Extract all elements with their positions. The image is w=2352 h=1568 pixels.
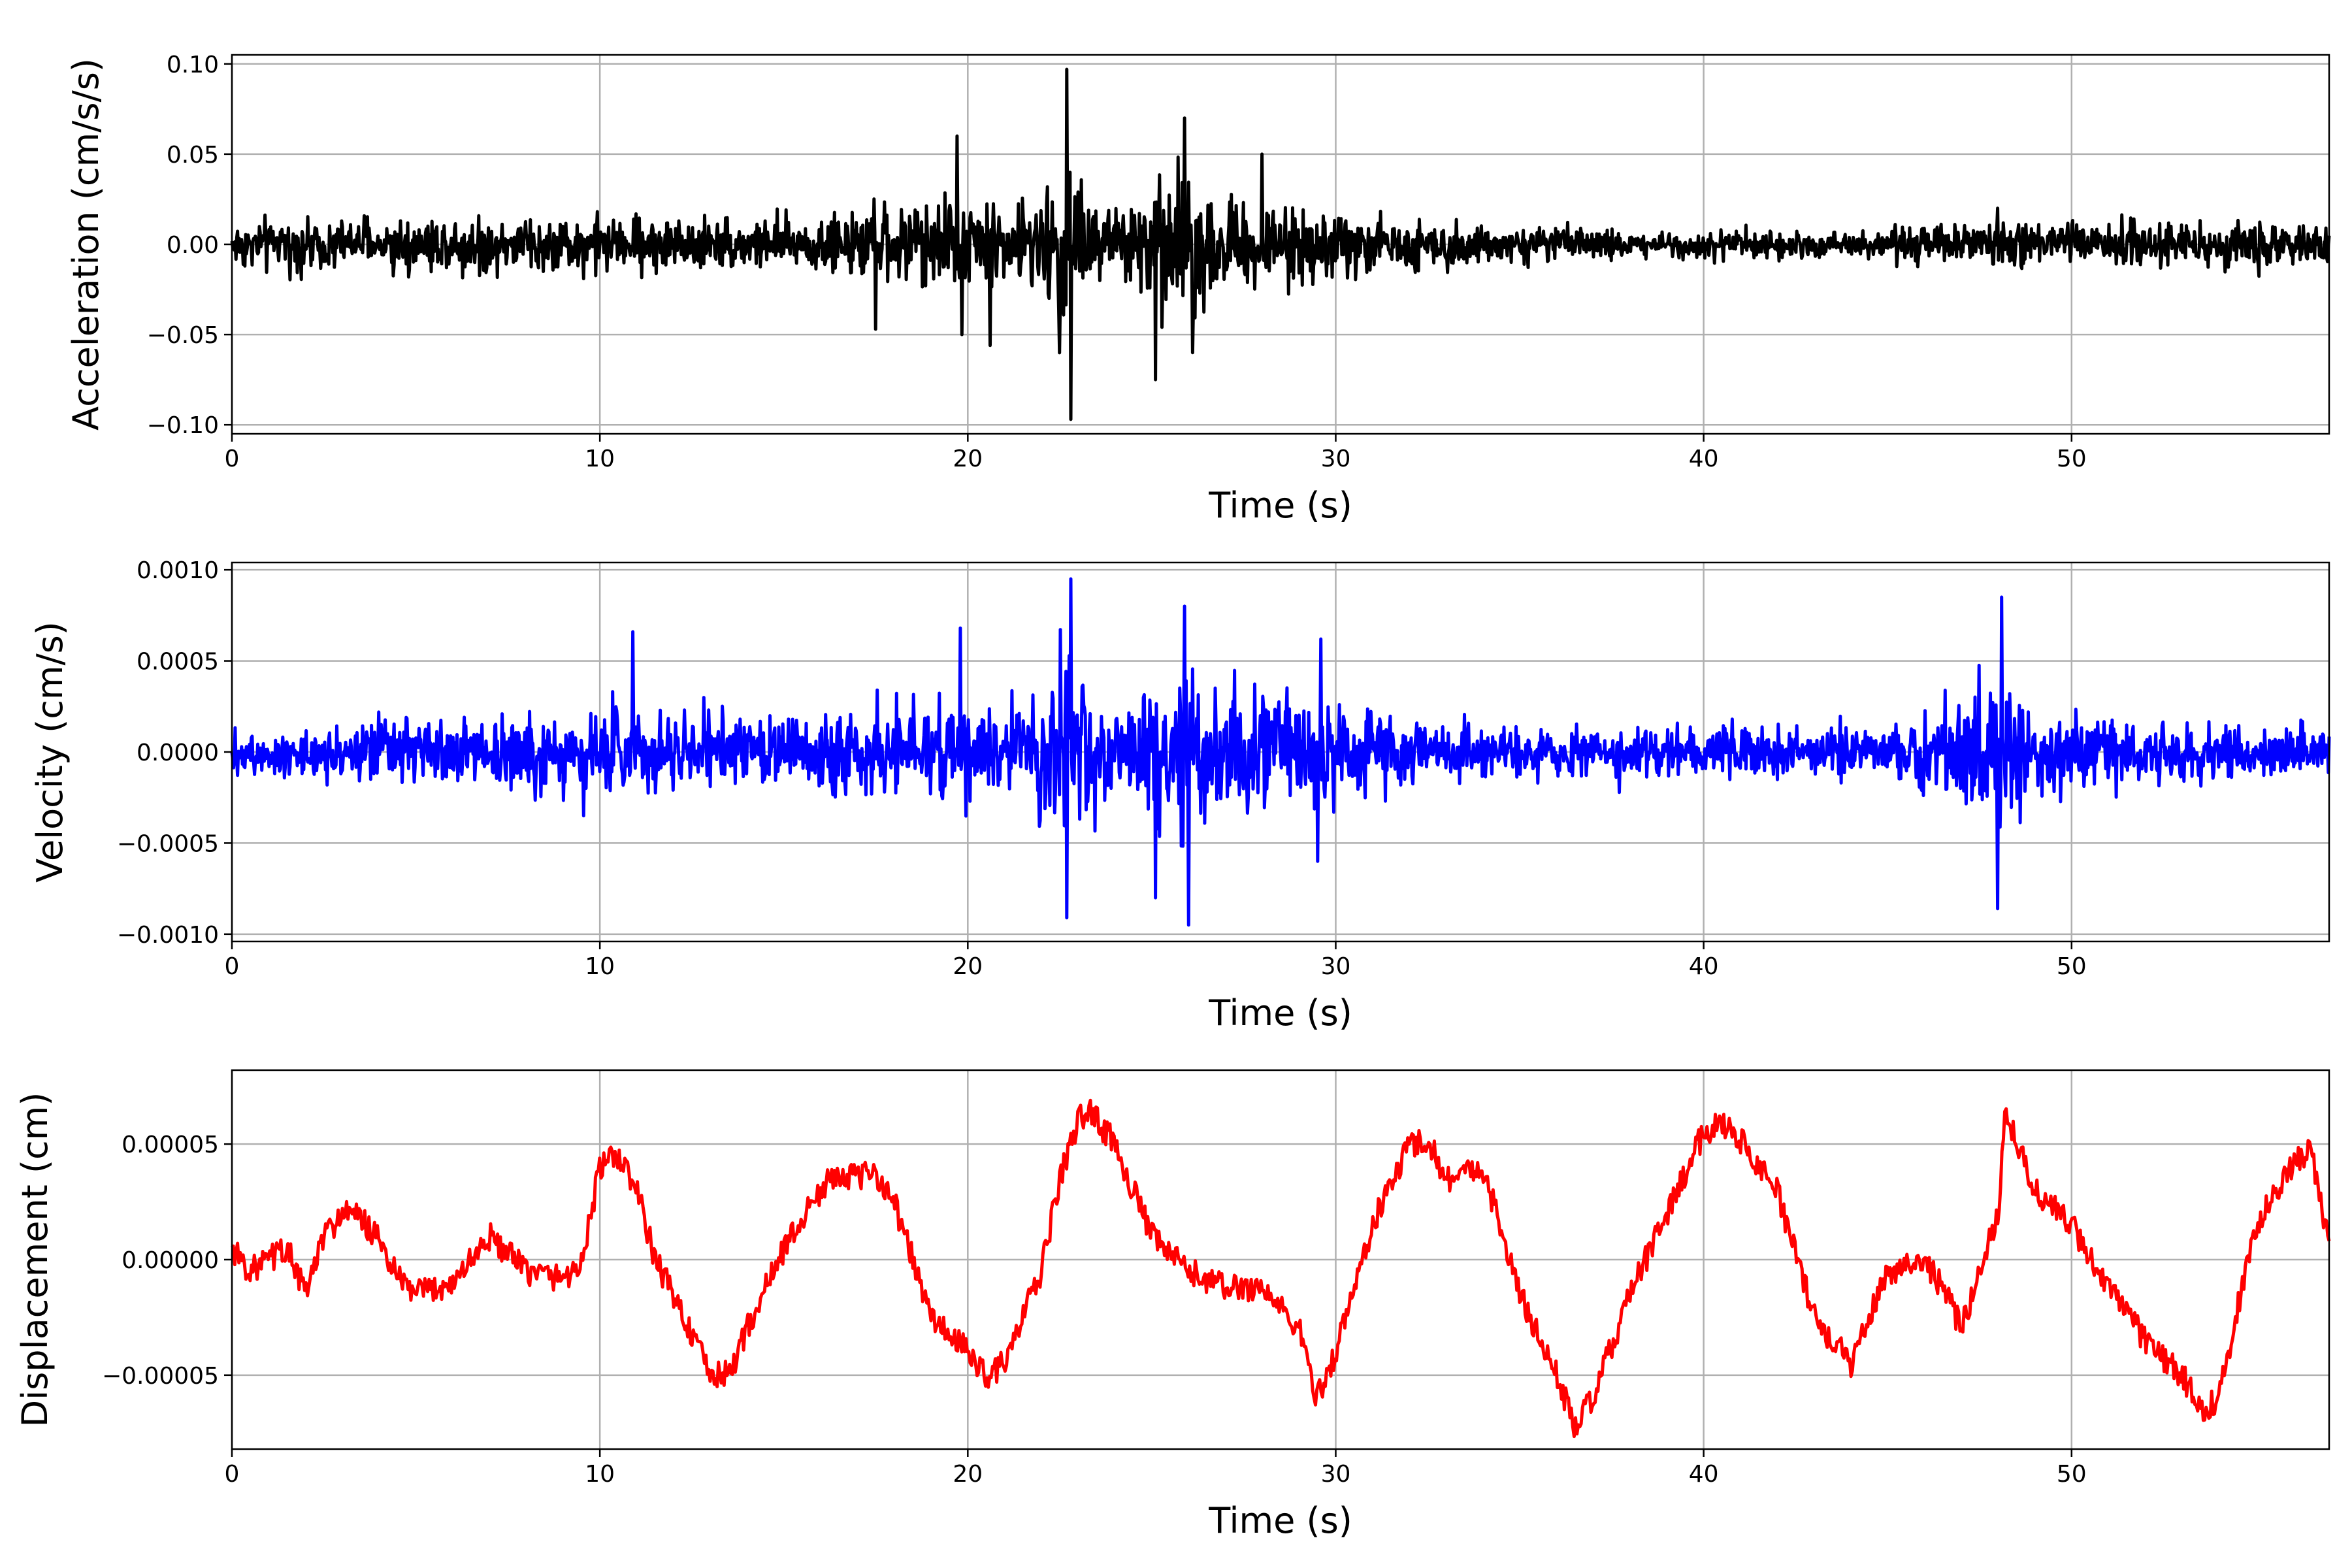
panel-displacement: 0 10 20 30 40 50 0.00005 0.00000 −0.00005 Time (… <box>14 1069 2331 1541</box>
x-tick-label: 50 <box>2057 446 2087 472</box>
y-tick-label: 0.0010 <box>137 557 219 584</box>
y-axis-label-displacement: Displacement (cm) <box>14 1092 56 1428</box>
y-tick-label: −0.05 <box>147 322 219 349</box>
x-tick-label: 10 <box>585 446 615 472</box>
x-tick-label: 50 <box>2057 953 2087 980</box>
x-tick-label: 30 <box>1321 953 1351 980</box>
x-tick-label: 30 <box>1321 446 1351 472</box>
y-tick-label: −0.00005 <box>102 1363 219 1390</box>
x-tick-label: 20 <box>953 953 983 980</box>
series-velocity <box>230 577 2331 927</box>
ticks-displacement: 0 10 20 30 40 50 0.00005 0.00000 −0.00005 <box>102 1132 2087 1488</box>
panel-velocity: 0 10 20 30 40 50 0.0010 0.0005 0.0000 −0.0005 −0.0… <box>29 557 2331 1034</box>
x-tick-label: 40 <box>1689 1461 1719 1488</box>
y-tick-label: 0.00 <box>167 232 219 259</box>
x-tick-label: 40 <box>1689 953 1719 980</box>
series-acceleration <box>230 67 2331 421</box>
x-axis-label-velocity: Time (s) <box>1208 992 1352 1034</box>
y-axis-label-acceleration: Acceleration (cm/s/s) <box>65 58 106 431</box>
x-tick-label: 0 <box>225 1461 240 1488</box>
y-tick-label: 0.00005 <box>122 1132 219 1158</box>
y-axis-label-velocity: Velocity (cm/s) <box>29 621 71 883</box>
y-tick-label: −0.10 <box>147 412 219 439</box>
x-axis-label-displacement: Time (s) <box>1208 1500 1352 1541</box>
y-tick-label: −0.0010 <box>117 922 219 949</box>
y-tick-label: 0.0005 <box>137 649 219 676</box>
y-tick-label: 0.0000 <box>137 740 219 766</box>
y-tick-label: −0.0005 <box>117 830 219 857</box>
x-tick-label: 10 <box>585 953 615 980</box>
x-tick-label: 20 <box>953 1461 983 1488</box>
series-displacement <box>231 1098 2331 1439</box>
x-tick-label: 40 <box>1689 446 1719 472</box>
ticks-acceleration: 0 10 20 30 40 50 0.10 0.05 0.00 −0.05 −0.10 <box>147 52 2087 472</box>
ticks-velocity: 0 10 20 30 40 50 0.0010 0.0005 0.0000 −0.0005 −0.0… <box>117 557 2087 980</box>
x-tick-label: 10 <box>585 1461 615 1488</box>
x-tick-label: 0 <box>225 953 240 980</box>
x-tick-label: 50 <box>2057 1461 2087 1488</box>
y-tick-label: 0.00000 <box>122 1247 219 1274</box>
y-tick-label: 0.10 <box>167 52 219 78</box>
x-tick-label: 0 <box>225 446 240 472</box>
panel-acceleration: 0 10 20 30 40 50 0.10 0.05 0.00 −0.05 −0.10 Time (… <box>65 52 2331 526</box>
x-tick-label: 30 <box>1321 1461 1351 1488</box>
x-axis-label-acceleration: Time (s) <box>1208 485 1352 526</box>
x-tick-label: 20 <box>953 446 983 472</box>
y-tick-label: 0.05 <box>167 142 219 169</box>
